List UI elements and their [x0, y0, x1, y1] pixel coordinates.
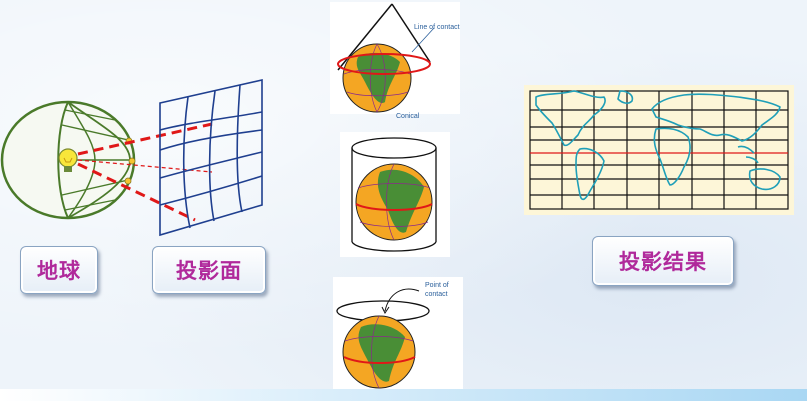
- projection-surface-label: 投影面: [152, 246, 266, 294]
- map-coastlines: [535, 90, 781, 201]
- earth-label: 地球: [20, 246, 98, 294]
- globe-conical: [342, 43, 412, 113]
- point-of-contact-label-1: Point of: [425, 282, 449, 289]
- azimuthal-equator: [343, 356, 416, 364]
- cylinder-contact-line: [355, 203, 433, 211]
- azimuthal-projection-panel: Point of contact: [333, 277, 463, 391]
- projected-world-map: [524, 85, 794, 215]
- projection-surface-grid: [159, 78, 263, 237]
- conical-caption: Conical: [396, 113, 420, 120]
- conical-projection-panel: Line of contact Conical: [330, 2, 460, 120]
- projection-result-label: 投影结果: [592, 236, 734, 286]
- globe-cylindrical: [355, 163, 433, 241]
- globe-azimuthal: [342, 315, 416, 389]
- cylinder-shape: [351, 137, 437, 252]
- line-of-contact-ring: [337, 53, 431, 75]
- bottom-gradient-bar: [0, 389, 807, 401]
- cylindrical-projection-panel: [340, 132, 450, 257]
- point-of-contact-label-2: contact: [425, 291, 448, 298]
- line-of-contact-label: Line of contact: [414, 24, 460, 31]
- light-bulb-icon: [58, 148, 78, 172]
